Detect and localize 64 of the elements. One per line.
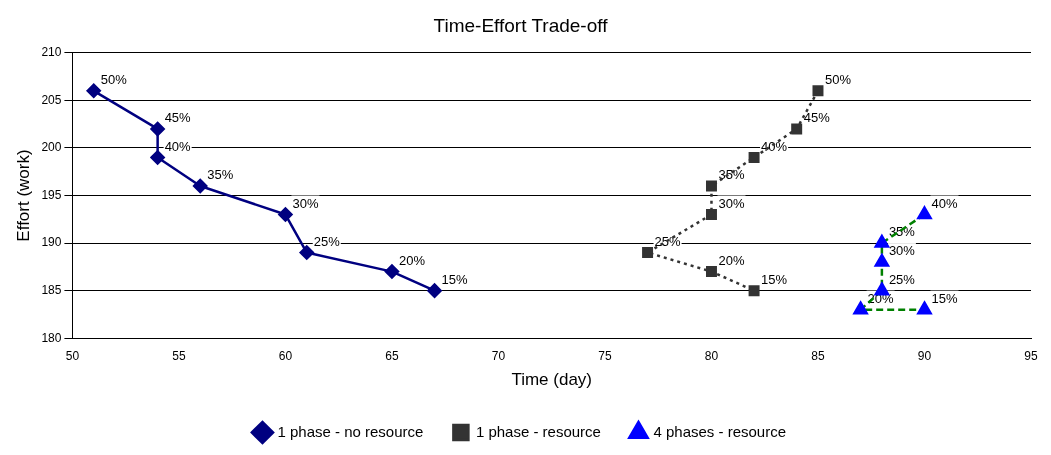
annotation: 15%: [441, 271, 469, 287]
x-tick-label: 85: [811, 348, 825, 363]
annotation: 15%: [931, 290, 958, 306]
point: [812, 85, 824, 97]
legend-label: 1 phase - resource: [475, 422, 601, 440]
point: [86, 83, 101, 99]
y-tick-label: 185: [41, 282, 62, 297]
annotation: 40%: [164, 138, 192, 154]
annotation: 30%: [718, 195, 745, 211]
annotation: 50%: [100, 71, 128, 87]
annotation: 20%: [718, 252, 745, 268]
legend-label: 4 phases - resource: [653, 422, 787, 440]
point: [384, 264, 400, 279]
point: [705, 209, 717, 221]
point: [874, 253, 890, 267]
point: [705, 180, 717, 192]
annotation: 25%: [313, 233, 341, 249]
x-tick-label: 65: [385, 348, 399, 363]
point: [874, 234, 890, 248]
point: [917, 206, 932, 220]
y-tick-label: 195: [41, 187, 62, 202]
point: [150, 121, 165, 137]
x-tick-label: 50: [65, 348, 80, 363]
x-tick-label: 75: [598, 348, 612, 363]
annotation: 25%: [654, 233, 682, 249]
point: [748, 285, 760, 297]
point: [917, 301, 932, 315]
annotation: 15%: [761, 271, 788, 287]
annotation: 40%: [761, 138, 788, 154]
point: [642, 247, 654, 259]
point: [278, 207, 293, 222]
annotation: 25%: [888, 271, 916, 287]
point: [791, 123, 803, 135]
chart-title: Time-Effort Trade-off: [433, 14, 609, 36]
annotation: 50%: [824, 71, 852, 87]
annotation: 35%: [207, 167, 234, 183]
annotation: 45%: [803, 109, 831, 125]
x-tick-label: 80: [704, 348, 719, 363]
annotation: 40%: [931, 195, 958, 211]
x-tick-label: 95: [1024, 348, 1038, 363]
point: [192, 178, 208, 194]
x-tick-label: 70: [491, 348, 506, 363]
annotation: 35%: [718, 167, 745, 183]
annotation: 30%: [888, 243, 916, 259]
y-axis-title: Effort (work): [13, 149, 33, 242]
x-tick-label: 60: [278, 348, 293, 363]
annotation: 20%: [398, 252, 426, 268]
point: [748, 151, 760, 163]
x-tick-label: 55: [172, 348, 186, 363]
point: [150, 150, 165, 165]
y-tick-label: 180: [41, 330, 62, 345]
x-axis-title: Time (day): [511, 370, 593, 390]
y-tick-label: 210: [41, 45, 62, 60]
point: [427, 283, 442, 298]
y-tick-label: 200: [41, 140, 62, 155]
point: [853, 301, 868, 315]
annotation: 45%: [164, 109, 192, 125]
annotation: 30%: [292, 195, 319, 211]
x-tick-label: 90: [917, 348, 932, 363]
point: [705, 266, 717, 278]
y-tick-label: 190: [41, 235, 62, 250]
legend-label: 1 phase - no resource: [277, 422, 424, 440]
point: [299, 245, 314, 260]
y-tick-label: 205: [41, 92, 62, 107]
